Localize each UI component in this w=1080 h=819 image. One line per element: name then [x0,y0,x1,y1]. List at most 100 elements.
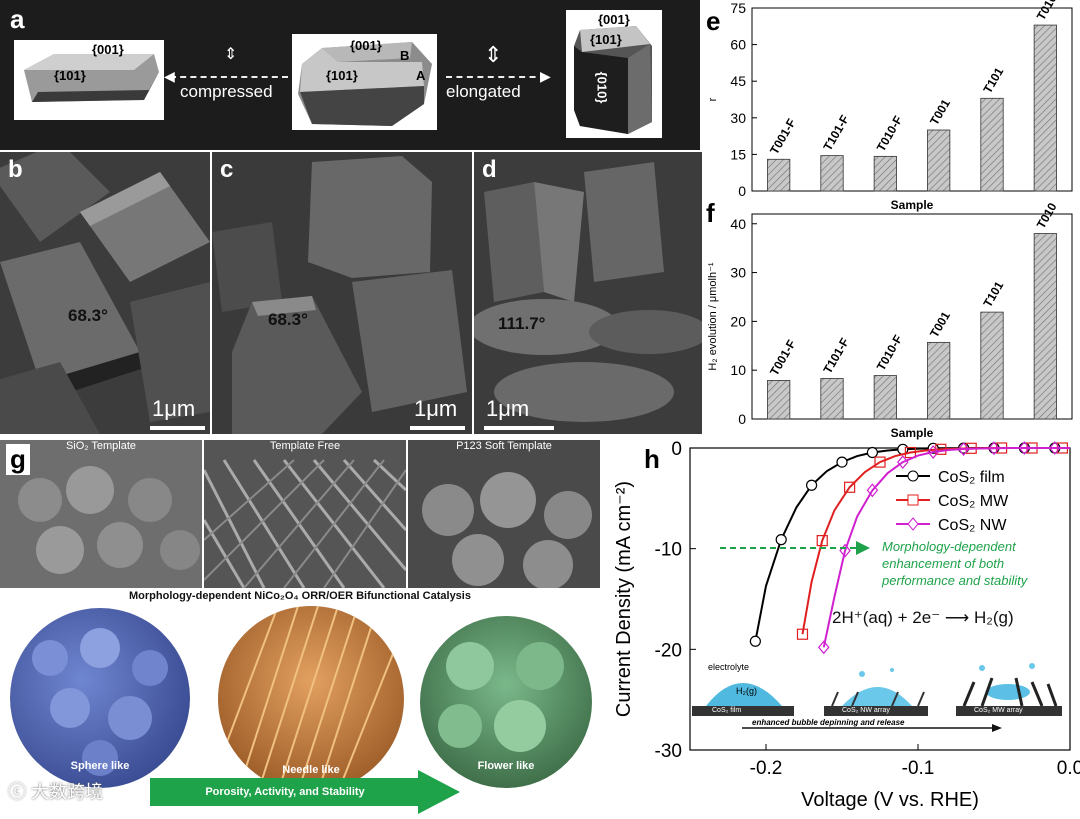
f-ytick-label: 30 [730,265,746,281]
panel-g-label: g [6,444,30,475]
sphere-caption: Sphere like [70,760,130,772]
f-bar [873,375,897,420]
reference-101-label: {101} [326,68,358,83]
panel-c-scale: 1μm [414,396,458,421]
f-ylabel: H₂ evolution / μmolh⁻¹ [707,262,719,370]
e-xlabel: Sample [891,198,934,212]
e-bar [820,155,844,192]
panel-h: -30 -20 -10 0 -0.2 -0.1 0.0 Voltage (V vs. RHE)… [600,439,1080,814]
reference-crystal-drawing [298,42,432,126]
panel-b-label: b [8,156,23,183]
panel-a-label: a [10,4,25,34]
p123-template-caption: P123 Soft Template [456,440,552,452]
h-legend-marker [907,470,919,482]
f-ytick-label: 40 [730,216,746,232]
compressed-001-label: {001} [92,42,124,57]
h-point [897,455,909,470]
f-bar [820,378,844,420]
elongate-updown-icon: ⇕ [484,42,503,67]
film-label-3: CoS₂ MW array [974,707,1023,714]
panel-d-scale: 1μm [486,396,530,421]
h-point [796,628,809,640]
electrolyte-label: electrolyte [708,662,750,672]
p123-flowers [422,472,592,588]
bubble-inset: electrolyte H₂(g) CoS₂ film CoS₂ NW arra… [692,662,1064,732]
f-bar [1033,233,1057,420]
h-xtick-label: -0.1 [902,758,935,779]
compressed-label: compressed [180,82,273,101]
panel-d-scalebar [484,426,554,430]
panel-b: b 68.3° 1μm [0,152,210,434]
morphology-annotation: Morphology-dependent enhancement of both… [882,538,1027,589]
h-xtick-label: 0.0 [1057,758,1080,779]
flower-circle: Flower like [420,616,592,788]
needle-circle: Needle like [218,606,404,792]
f-xlabel: Sample [891,426,934,440]
reference-001-label: {001} [350,38,382,53]
corner-a-label: A [416,68,426,83]
h-point [1049,441,1061,455]
f-bar-label: T001 [927,309,953,340]
needle-pattern [218,606,404,792]
h-xlabel: Voltage (V vs. RHE) [801,789,979,811]
corner-b-label: B [400,48,410,63]
panel-c-angle: 68.3° [268,310,308,329]
panel-d: d 111.7° 1μm [474,152,702,434]
e-ytick-label: 60 [730,37,746,53]
film-label-2: CoS₂ NW array [842,707,890,714]
h-point [1018,441,1031,455]
h-point [817,640,830,655]
h-point [749,635,761,647]
h-point [866,483,879,498]
e-bar [1033,24,1057,192]
h-ytick-label: -30 [655,741,682,762]
panel-e-label: e [706,6,721,36]
reference-crystal: {001} B {101} A [292,34,437,130]
panel-c-image [212,156,467,434]
flower-pattern [438,642,564,752]
film-label-1: CoS₂ film [712,707,742,714]
e-ytick-label: 45 [730,73,746,89]
panel-b-scale: 1μm [152,396,196,421]
watermark-text: 大数跨境 [31,782,104,802]
elongated-001-label: {001} [598,12,630,27]
porosity-arrow [150,770,460,814]
elongated-010-label: {010} [594,71,610,104]
h-legend-label: CoS₂ NW [938,517,1007,534]
sio2-spheres [18,466,200,574]
panel-a: a {001} {101} ◀ compressed ⇕ {001} B {10… [0,0,700,150]
f-bar-label: T010-F [874,333,905,374]
sphere-pattern [32,628,168,776]
panel-b-image [0,152,210,434]
e-ytick-label: 75 [730,0,746,16]
h-ytick-label: -10 [655,540,682,561]
h-annotation-arrowhead [856,541,870,555]
f-plot-frame [751,213,1073,420]
f-bar-label: T010 [1034,200,1060,231]
h-legend-marker [907,494,919,506]
e-bar-label: T101 [980,65,1006,96]
e-bar [927,129,951,192]
e-plot-frame [751,7,1073,192]
f-ytick-label: 20 [730,313,746,329]
compressed-crystal: {001} {101} [14,40,164,120]
sphere-circle: Sphere like [10,608,190,788]
template-free-image: Template Free [204,440,406,588]
h-ylabel: Current Density (mA cm⁻²) [613,481,635,717]
panel-b-angle: 68.3° [68,306,108,325]
sio2-template-caption: SiO₂ Template [65,440,137,452]
f-bar [927,341,951,420]
h-point [806,479,818,491]
h-point [988,441,1000,456]
h-point [874,456,886,468]
e-bar-label: T101-F [820,113,851,154]
panel-f: 0 10 20 30 40 T001-F T101-F T010-F T001 T101 T010 S… [702,196,1080,440]
panel-c: c 68.3° 1μm [212,152,472,434]
e-ylabel: r [707,97,719,101]
h-legend-label: CoS₂ film [938,469,1005,486]
h-point [816,535,828,547]
panel-d-angle: 111.7° [498,314,546,333]
compress-updown-icon: ⇕ [224,46,238,63]
panel-g: SiO₂ Template Template Free P123 Soft Te… [0,440,600,814]
elongated-crystal-drawing [574,26,652,134]
